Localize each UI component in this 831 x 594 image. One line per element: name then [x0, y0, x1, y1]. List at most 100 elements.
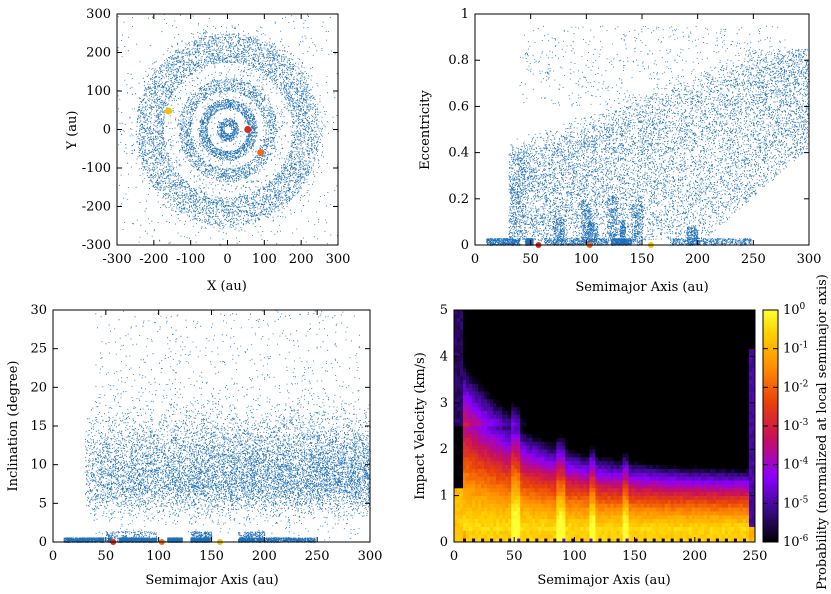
heatmap-cell	[682, 487, 687, 493]
heatmap-cell	[457, 340, 461, 346]
heatmap-cell	[601, 410, 605, 415]
heatmap-cell	[631, 514, 635, 520]
heatmap-cell	[463, 360, 467, 365]
heatmap-cell	[658, 468, 663, 473]
heatmap-cell	[661, 422, 666, 427]
heatmap-cell	[652, 514, 657, 520]
heatmap-cell	[457, 538, 461, 543]
heatmap-cell	[664, 487, 669, 493]
heatmap-cell	[511, 534, 515, 539]
heatmap-cell	[577, 310, 581, 315]
heatmap-cell	[676, 460, 681, 466]
heatmap-cell	[589, 530, 593, 535]
heatmap-cell	[604, 418, 608, 423]
heatmap-cell	[622, 348, 626, 353]
heatmap-cell	[682, 538, 687, 543]
heatmap-cell	[478, 426, 482, 431]
heatmap-cell	[574, 406, 578, 411]
heatmap-cell	[550, 480, 554, 485]
heatmap-cell	[694, 499, 699, 504]
heatmap-cell	[568, 387, 572, 392]
heatmap-cell	[610, 414, 614, 419]
heatmap-cell	[625, 445, 629, 450]
heatmap-cell	[604, 472, 608, 477]
heatmap-cell	[550, 526, 554, 531]
heatmap-cell	[616, 387, 620, 392]
heatmap-cell	[643, 499, 648, 504]
heatmap-cell	[544, 410, 548, 415]
heatmap-cell	[655, 410, 660, 415]
heatmap-cell	[463, 426, 467, 431]
heatmap-cell	[688, 538, 693, 543]
heatmap-cell	[619, 460, 623, 466]
heatmap-cell	[682, 325, 687, 330]
heatmap-cell	[592, 503, 596, 508]
heatmap-cell	[688, 495, 693, 500]
heatmap-cell	[607, 422, 611, 427]
heatmap-cell	[466, 503, 470, 508]
heatmap-cell	[601, 453, 605, 458]
heatmap-cell	[625, 368, 629, 373]
heatmap-cell	[691, 395, 696, 400]
heatmap-cell	[571, 333, 575, 338]
heatmap-cell	[643, 445, 648, 450]
heatmap-cell	[622, 333, 626, 338]
heatmap-cell	[553, 441, 557, 446]
heatmap-cell	[664, 433, 669, 438]
heatmap-cell	[496, 480, 500, 485]
heatmap-cell	[523, 538, 527, 543]
heatmap-cell	[460, 383, 464, 388]
heatmap-cell	[460, 526, 464, 531]
heatmap-cell	[499, 313, 503, 319]
heatmap-cell	[592, 472, 596, 477]
heatmap-cell	[616, 480, 620, 485]
heatmap-cell	[481, 464, 485, 469]
heatmap-cell	[496, 340, 500, 346]
heatmap-cell	[667, 518, 672, 524]
heatmap-cell	[517, 429, 521, 435]
heatmap-cell	[574, 317, 578, 322]
heatmap-cell	[640, 406, 645, 411]
heatmap-cell	[583, 333, 587, 338]
heatmap-cell	[463, 387, 467, 392]
heatmap-cell	[472, 487, 476, 493]
heatmap-cell	[673, 368, 678, 373]
heatmap-cell	[658, 522, 663, 527]
heatmap-cell	[484, 453, 488, 458]
heatmap-cell	[667, 395, 672, 400]
heatmap-cell	[592, 456, 596, 462]
heatmap-cell	[577, 507, 581, 512]
heatmap-cell	[598, 414, 602, 419]
heatmap-cell	[481, 317, 485, 322]
heatmap-cell	[625, 538, 629, 543]
heatmap-cell	[589, 538, 593, 543]
heatmap-cell	[691, 460, 696, 466]
heatmap-cell	[568, 456, 572, 462]
heatmap-cell	[481, 514, 485, 520]
heatmap-cell	[691, 476, 696, 481]
heatmap-cell	[631, 402, 635, 408]
heatmap-cell	[541, 418, 545, 423]
heatmap-cell	[685, 499, 690, 504]
heatmap-cell	[688, 499, 693, 504]
heatmap-cell	[586, 437, 590, 442]
heatmap-cell	[502, 337, 506, 342]
heatmap-cell	[673, 364, 678, 369]
heatmap-cell	[589, 511, 593, 516]
heatmap-cell	[505, 344, 509, 350]
heatmap-cell	[454, 422, 458, 427]
heatmap-cell	[604, 364, 608, 369]
heatmap-cell	[469, 313, 473, 319]
heatmap-cell	[667, 337, 672, 342]
heatmap-cell	[661, 426, 666, 431]
heatmap-cell	[682, 337, 687, 342]
heatmap-cell	[535, 534, 539, 539]
heatmap-cell	[517, 422, 521, 427]
heatmap-cell	[619, 310, 623, 315]
heatmap-cell	[565, 383, 569, 388]
heatmap-cell	[640, 453, 645, 458]
heatmap-cell	[556, 360, 560, 365]
heatmap-cell	[580, 538, 584, 543]
heatmap-cell	[454, 476, 458, 481]
heatmap-cell	[511, 468, 515, 473]
